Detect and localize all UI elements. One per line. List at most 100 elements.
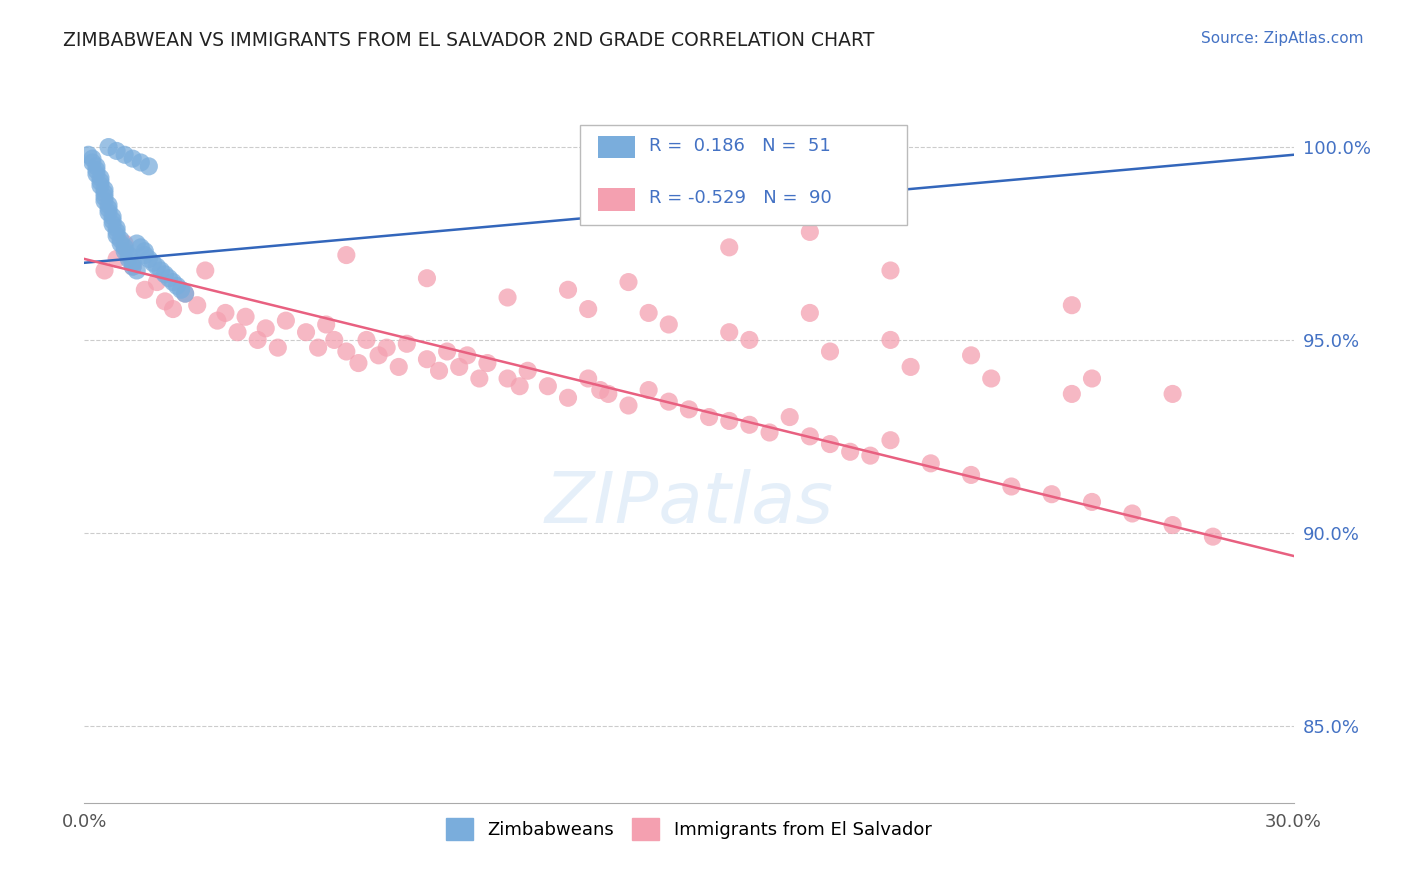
Point [658, 318, 681, 332]
Point [718, 414, 741, 428]
Point [920, 456, 942, 470]
Point [105, 228, 128, 243]
Point [375, 341, 398, 355]
Point [818, 437, 841, 451]
Point [138, 252, 160, 266]
Point [335, 248, 357, 262]
Point [839, 444, 862, 458]
Point [86, 163, 108, 178]
Point [274, 313, 297, 327]
Text: R = -0.529   N =  90: R = -0.529 N = 90 [650, 189, 832, 207]
Point [93, 186, 115, 201]
Point [779, 410, 801, 425]
Point [226, 325, 249, 339]
Point [101, 210, 124, 224]
Point [118, 252, 141, 266]
Point [105, 144, 128, 158]
Point [799, 225, 821, 239]
Bar [599, 136, 634, 159]
Text: ZIMBABWEAN VS IMMIGRANTS FROM EL SALVADOR 2ND GRADE CORRELATION CHART: ZIMBABWEAN VS IMMIGRANTS FROM EL SALVADO… [63, 31, 875, 50]
Point [449, 359, 471, 374]
Bar [599, 187, 634, 211]
Point [1121, 507, 1143, 521]
Point [799, 306, 821, 320]
Point [537, 379, 560, 393]
Point [82, 155, 104, 169]
Point [146, 260, 169, 274]
Point [97, 205, 120, 219]
Point [859, 449, 882, 463]
Point [738, 417, 761, 432]
Point [105, 225, 128, 239]
Point [818, 344, 841, 359]
Point [960, 348, 983, 362]
Point [678, 402, 700, 417]
Point [101, 217, 124, 231]
Point [121, 256, 143, 270]
Point [121, 260, 143, 274]
Point [516, 364, 538, 378]
Point [267, 341, 290, 355]
Point [153, 268, 176, 282]
Point [960, 467, 983, 482]
Point [367, 348, 389, 362]
Point [1081, 495, 1104, 509]
Point [114, 148, 136, 162]
Point [496, 371, 519, 385]
Point [496, 291, 519, 305]
Point [114, 244, 136, 259]
Point [617, 399, 640, 413]
Point [77, 148, 100, 162]
Point [246, 333, 269, 347]
Point [900, 359, 922, 374]
Point [509, 379, 531, 393]
Point [347, 356, 370, 370]
Point [718, 325, 741, 339]
Point [879, 263, 901, 277]
Point [105, 252, 128, 266]
Point [82, 152, 104, 166]
Point [254, 321, 277, 335]
Point [416, 271, 439, 285]
Point [125, 236, 148, 251]
Point [617, 275, 640, 289]
Point [576, 371, 599, 385]
Point [89, 170, 111, 185]
Point [121, 260, 143, 274]
Point [142, 256, 165, 270]
Text: Source: ZipAtlas.com: Source: ZipAtlas.com [1201, 31, 1364, 46]
Point [207, 313, 229, 327]
Point [129, 155, 152, 169]
Point [416, 352, 439, 367]
Point [658, 394, 681, 409]
Point [125, 263, 148, 277]
Point [335, 344, 357, 359]
Point [879, 333, 901, 347]
Point [1161, 387, 1184, 401]
Point [110, 233, 132, 247]
Point [170, 283, 193, 297]
FancyBboxPatch shape [581, 125, 907, 225]
Point [718, 240, 741, 254]
Point [980, 371, 1002, 385]
Point [129, 240, 152, 254]
Point [153, 294, 176, 309]
Point [576, 301, 599, 316]
Legend: Zimbabweans, Immigrants from El Salvador: Zimbabweans, Immigrants from El Salvador [439, 811, 939, 847]
Point [456, 348, 478, 362]
Point [356, 333, 378, 347]
Point [162, 275, 184, 289]
Point [97, 140, 120, 154]
Point [598, 387, 620, 401]
Point [134, 283, 156, 297]
Point [1060, 298, 1083, 312]
Point [758, 425, 780, 440]
Point [157, 271, 180, 285]
Point [637, 383, 659, 397]
Point [388, 359, 411, 374]
Point [557, 391, 579, 405]
Point [89, 178, 111, 193]
Point [93, 263, 115, 277]
Point [468, 371, 491, 385]
Point [97, 198, 120, 212]
